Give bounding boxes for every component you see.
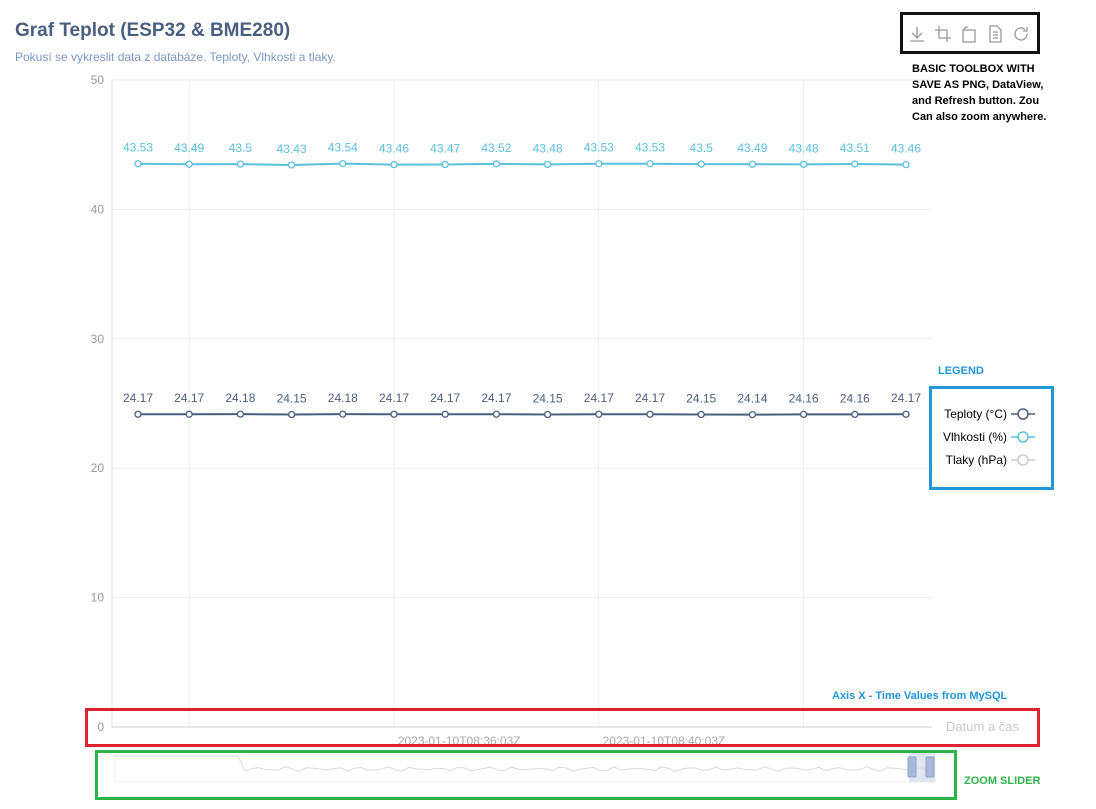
data-label: 43.46 <box>379 142 409 156</box>
download-icon[interactable] <box>907 24 927 44</box>
data-point <box>493 161 499 167</box>
data-view-icon[interactable] <box>985 24 1005 44</box>
data-point <box>289 162 295 168</box>
data-point <box>289 411 295 417</box>
data-point <box>237 161 243 167</box>
data-point <box>698 411 704 417</box>
data-point <box>391 411 397 417</box>
data-point <box>749 412 755 418</box>
zoom-annotation: ZOOM SLIDER <box>964 775 1040 787</box>
data-label: 43.53 <box>635 141 665 155</box>
legend-label: Tlaky (hPa) <box>946 453 1007 467</box>
legend-label: Teploty (°C) <box>944 407 1007 421</box>
data-point <box>749 161 755 167</box>
data-point <box>801 411 807 417</box>
data-point <box>852 411 858 417</box>
data-point <box>135 411 141 417</box>
zoom-reset-icon[interactable] <box>959 24 979 44</box>
legend-marker-icon <box>1011 431 1035 443</box>
data-point <box>442 161 448 167</box>
data-label: 24.15 <box>277 391 307 405</box>
data-label: 24.16 <box>789 391 819 405</box>
data-label: 43.54 <box>328 141 358 155</box>
y-tick-label: 30 <box>91 332 105 346</box>
data-label: 24.18 <box>225 391 255 405</box>
series-line-0 <box>138 414 906 415</box>
data-label: 43.48 <box>533 141 563 155</box>
y-tick-label: 50 <box>91 73 105 87</box>
y-tick-label: 20 <box>91 461 105 475</box>
legend-label: Vlhkosti (%) <box>943 430 1007 444</box>
data-label: 24.17 <box>123 391 153 405</box>
data-label: 43.46 <box>891 142 921 156</box>
toolbox-annotation: BASIC TOOLBOX WITH SAVE AS PNG, DataView… <box>912 61 1062 125</box>
x-axis-name: Datum a čas <box>946 719 1019 734</box>
legend-item-teploty[interactable]: Teploty (°C) <box>944 407 1035 421</box>
data-point <box>186 411 192 417</box>
refresh-icon[interactable] <box>1011 24 1031 44</box>
data-point <box>135 161 141 167</box>
data-point <box>545 411 551 417</box>
data-label: 43.51 <box>840 141 870 155</box>
data-label: 43.49 <box>737 141 767 155</box>
data-label: 43.53 <box>123 141 153 155</box>
data-label: 43.47 <box>430 141 460 155</box>
data-point <box>801 161 807 167</box>
data-label: 43.43 <box>277 142 307 156</box>
legend-annotation: LEGEND <box>938 365 984 377</box>
data-point <box>647 411 653 417</box>
legend: Teploty (°C) Vlhkosti (%) Tlaky (hPa) <box>929 386 1054 490</box>
data-label: 24.17 <box>891 391 921 405</box>
data-label: 24.15 <box>533 391 563 405</box>
data-label: 24.17 <box>635 391 665 405</box>
data-point <box>186 161 192 167</box>
legend-item-tlaky[interactable]: Tlaky (hPa) <box>946 453 1035 467</box>
data-label: 43.5 <box>690 141 714 155</box>
data-point <box>340 411 346 417</box>
zoom-icon[interactable] <box>933 24 953 44</box>
data-point <box>545 161 551 167</box>
data-point <box>852 161 858 167</box>
data-point <box>903 162 909 168</box>
data-label: 43.49 <box>174 141 204 155</box>
data-label: 43.53 <box>584 141 614 155</box>
data-label: 43.52 <box>481 141 511 155</box>
data-label: 24.17 <box>379 391 409 405</box>
data-label: 24.15 <box>686 391 716 405</box>
data-label: 24.16 <box>840 391 870 405</box>
data-point <box>698 161 704 167</box>
legend-marker-icon <box>1011 408 1035 420</box>
data-label: 24.17 <box>174 391 204 405</box>
data-label: 24.17 <box>430 391 460 405</box>
data-label: 43.48 <box>789 141 819 155</box>
toolbox <box>900 12 1040 54</box>
y-tick-label: 40 <box>91 202 105 216</box>
series-line-1 <box>138 164 906 165</box>
data-label: 24.17 <box>481 391 511 405</box>
data-point <box>596 161 602 167</box>
data-point <box>237 411 243 417</box>
data-label: 24.17 <box>584 391 614 405</box>
data-point <box>903 411 909 417</box>
legend-marker-icon <box>1011 454 1035 466</box>
data-label: 24.14 <box>737 392 767 406</box>
y-tick-label: 10 <box>91 591 105 605</box>
zoom-slider-highlight <box>95 750 957 800</box>
x-axis-highlight <box>85 708 1040 747</box>
legend-item-vlhkosti[interactable]: Vlhkosti (%) <box>943 430 1035 444</box>
axis-annotation: Axis X - Time Values from MySQL <box>832 690 1007 702</box>
data-point <box>340 161 346 167</box>
data-label: 43.5 <box>229 141 253 155</box>
data-point <box>391 162 397 168</box>
data-point <box>647 161 653 167</box>
data-point <box>442 411 448 417</box>
data-label: 24.18 <box>328 391 358 405</box>
data-point <box>493 411 499 417</box>
data-point <box>596 411 602 417</box>
